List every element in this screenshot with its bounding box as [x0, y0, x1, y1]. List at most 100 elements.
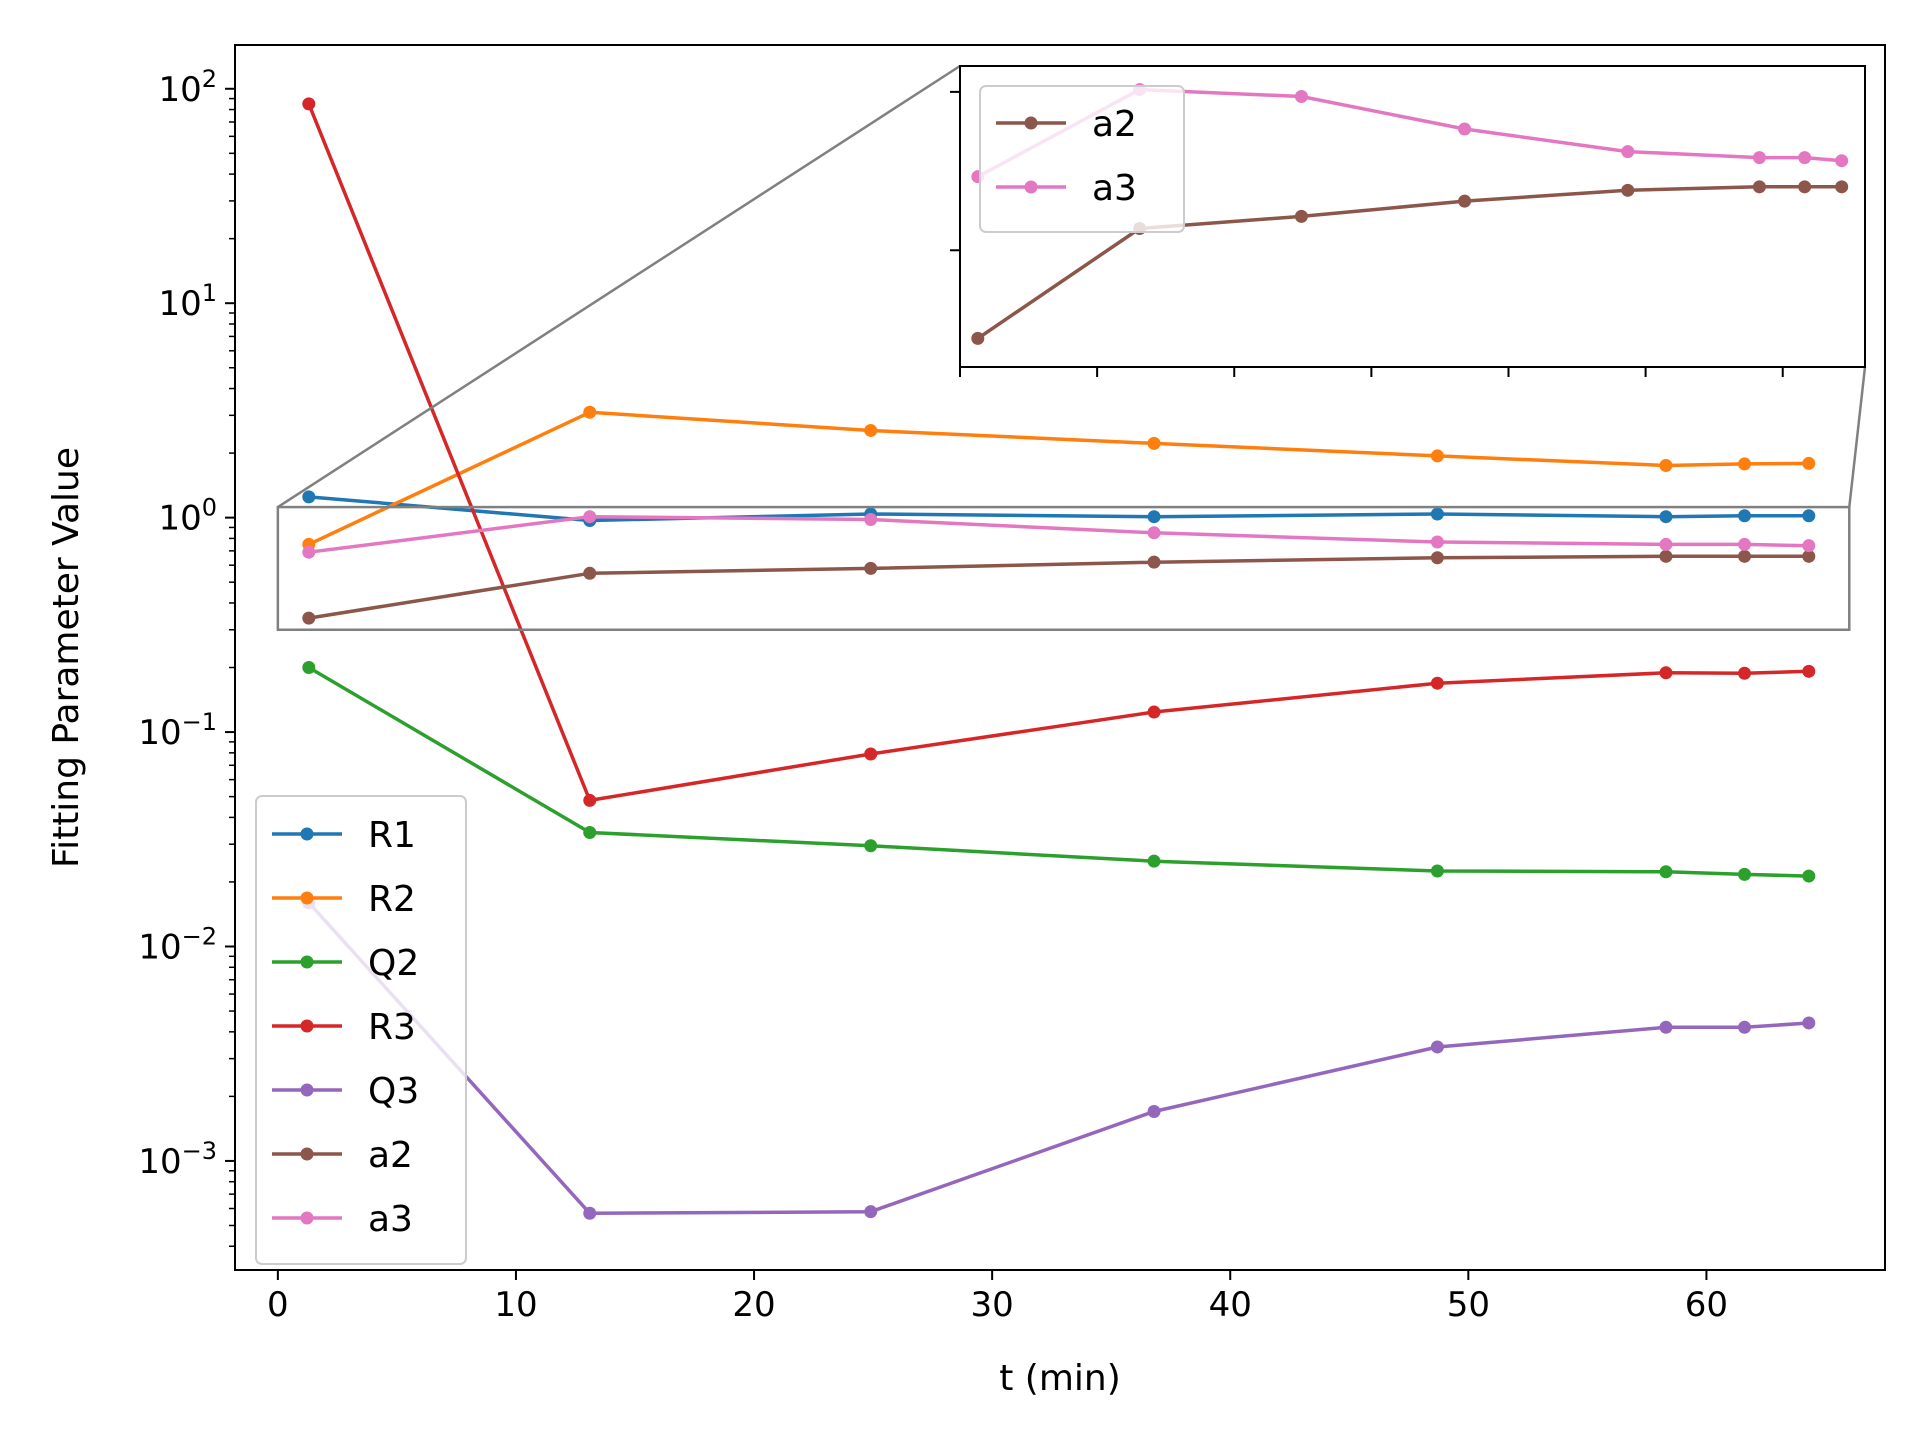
point-Q2-2	[864, 839, 878, 853]
point-R2-6	[1738, 457, 1752, 471]
point-R3-0	[302, 97, 316, 111]
point-R3-1	[583, 793, 597, 807]
x-tick-label: 30	[971, 1285, 1014, 1325]
legend-label: a2	[368, 1135, 413, 1176]
y-tick-label: 102	[158, 65, 217, 110]
point-R1-3	[1147, 510, 1161, 524]
point-Q3-3	[1147, 1105, 1161, 1119]
inset-point-a3-4	[1621, 145, 1635, 159]
inset-point-a3-7	[1835, 154, 1849, 168]
legend-swatch-marker	[300, 1019, 314, 1033]
point-Q3-1	[583, 1206, 597, 1220]
legend-swatch-marker	[300, 955, 314, 969]
point-R1-7	[1802, 509, 1816, 523]
series-Q2	[302, 661, 1816, 883]
point-Q2-4	[1430, 864, 1444, 878]
point-a3-6	[1738, 537, 1752, 551]
point-a2-3	[1147, 555, 1161, 569]
legend-entry-R3: R3	[272, 1007, 416, 1048]
point-Q3-7	[1802, 1016, 1816, 1030]
inset-axes: a2 a3	[950, 65, 1866, 377]
inset-point-a3-5	[1752, 151, 1766, 165]
main-axes-frame	[234, 44, 1886, 1271]
point-a2-5	[1659, 549, 1673, 563]
series-line-a3	[308, 514, 1809, 554]
point-a3-5	[1659, 537, 1673, 551]
inset-point-a3-3	[1458, 122, 1472, 136]
point-R3-4	[1430, 676, 1444, 690]
legend-entry-Q3: Q3	[272, 1071, 419, 1112]
inset-point-a3-6	[1798, 151, 1812, 165]
inset-legend-frame	[979, 85, 1185, 233]
point-a2-6	[1738, 549, 1752, 563]
legend-label: Q3	[368, 1071, 419, 1112]
x-axis-label: t (min)	[999, 1358, 1121, 1399]
y-tick-label: 10−3	[138, 1137, 217, 1182]
inset-point-a3-2	[1294, 90, 1308, 104]
point-Q2-0	[302, 661, 316, 675]
point-R3-6	[1738, 666, 1752, 680]
inset-point-a2-7	[1835, 180, 1849, 194]
series-line-Q3	[307, 901, 1809, 1216]
legend-label: R3	[368, 1007, 416, 1048]
point-Q2-1	[583, 826, 597, 840]
y-axis-label: Fitting Parameter Value	[46, 447, 87, 868]
series-line-Q2	[307, 665, 1809, 878]
inset-frame	[959, 65, 1866, 368]
point-Q3-5	[1659, 1020, 1673, 1034]
inset-legend-swatch-marker	[1024, 116, 1038, 130]
inset-point-a2-4	[1621, 183, 1635, 197]
inset-legend-swatch-marker	[1024, 180, 1038, 194]
point-R2-5	[1659, 459, 1673, 473]
legend-entry-a2: a2	[272, 1135, 413, 1176]
point-R3-2	[864, 747, 878, 761]
point-a3-4	[1430, 535, 1444, 549]
legend-entry-a3: a3	[272, 1199, 413, 1240]
main-legend: R1 R2 Q2 R3 Q3 a2 a3	[255, 795, 467, 1265]
legend-label: R2	[368, 879, 416, 920]
series-line-R2	[308, 410, 1809, 546]
series-Q3	[302, 896, 1816, 1220]
y-tick-label: 10−2	[138, 922, 217, 967]
series-line-R3	[307, 103, 1809, 803]
series-a3	[302, 510, 1816, 559]
inset-legend-label: a3	[1092, 168, 1137, 209]
series-line-a2	[308, 554, 1809, 620]
series-R2	[302, 405, 1816, 551]
point-R3-5	[1659, 666, 1673, 680]
legend-swatch-marker	[300, 827, 314, 841]
main-series-group	[302, 97, 1816, 1220]
inset-legend-entry-a2: a2	[996, 104, 1137, 145]
legend-entry-R2: R2	[272, 879, 416, 920]
y-axis-ticks: 10−3 10−2 10−1 100 101 102	[138, 65, 235, 1248]
series-R1	[302, 490, 1816, 527]
point-R2-1	[583, 405, 597, 419]
point-a3-1	[583, 510, 597, 524]
legend-swatch-marker	[300, 1147, 314, 1161]
point-Q3-2	[864, 1205, 878, 1219]
point-a2-7	[1802, 549, 1816, 563]
x-tick-label: 50	[1447, 1285, 1490, 1325]
inset-point-a2-2	[1294, 209, 1308, 223]
point-a3-7	[1802, 539, 1816, 553]
point-a2-2	[864, 561, 878, 575]
point-a3-0	[302, 545, 316, 559]
point-Q2-5	[1659, 865, 1673, 879]
legend-label: Q2	[368, 943, 419, 984]
legend-swatch-marker	[300, 1211, 314, 1225]
series-line-R1	[308, 495, 1809, 523]
point-R1-5	[1659, 510, 1673, 524]
x-axis-ticks: 0 10 20 30 40 50 60	[267, 1270, 1728, 1325]
inset-legend-entry-a3: a3	[996, 168, 1137, 209]
x-tick-label: 60	[1685, 1285, 1728, 1325]
point-a2-1	[583, 566, 597, 580]
series-R3	[302, 97, 1816, 807]
point-Q2-6	[1738, 867, 1752, 881]
zoom-indicator	[276, 64, 1867, 632]
legend-swatch-marker	[300, 891, 314, 905]
inset-point-a2-5	[1752, 180, 1766, 194]
x-tick-label: 0	[267, 1285, 289, 1325]
point-a3-3	[1147, 526, 1161, 540]
zoom-connector-left	[277, 64, 961, 509]
inset-point-a2-0	[971, 331, 985, 345]
